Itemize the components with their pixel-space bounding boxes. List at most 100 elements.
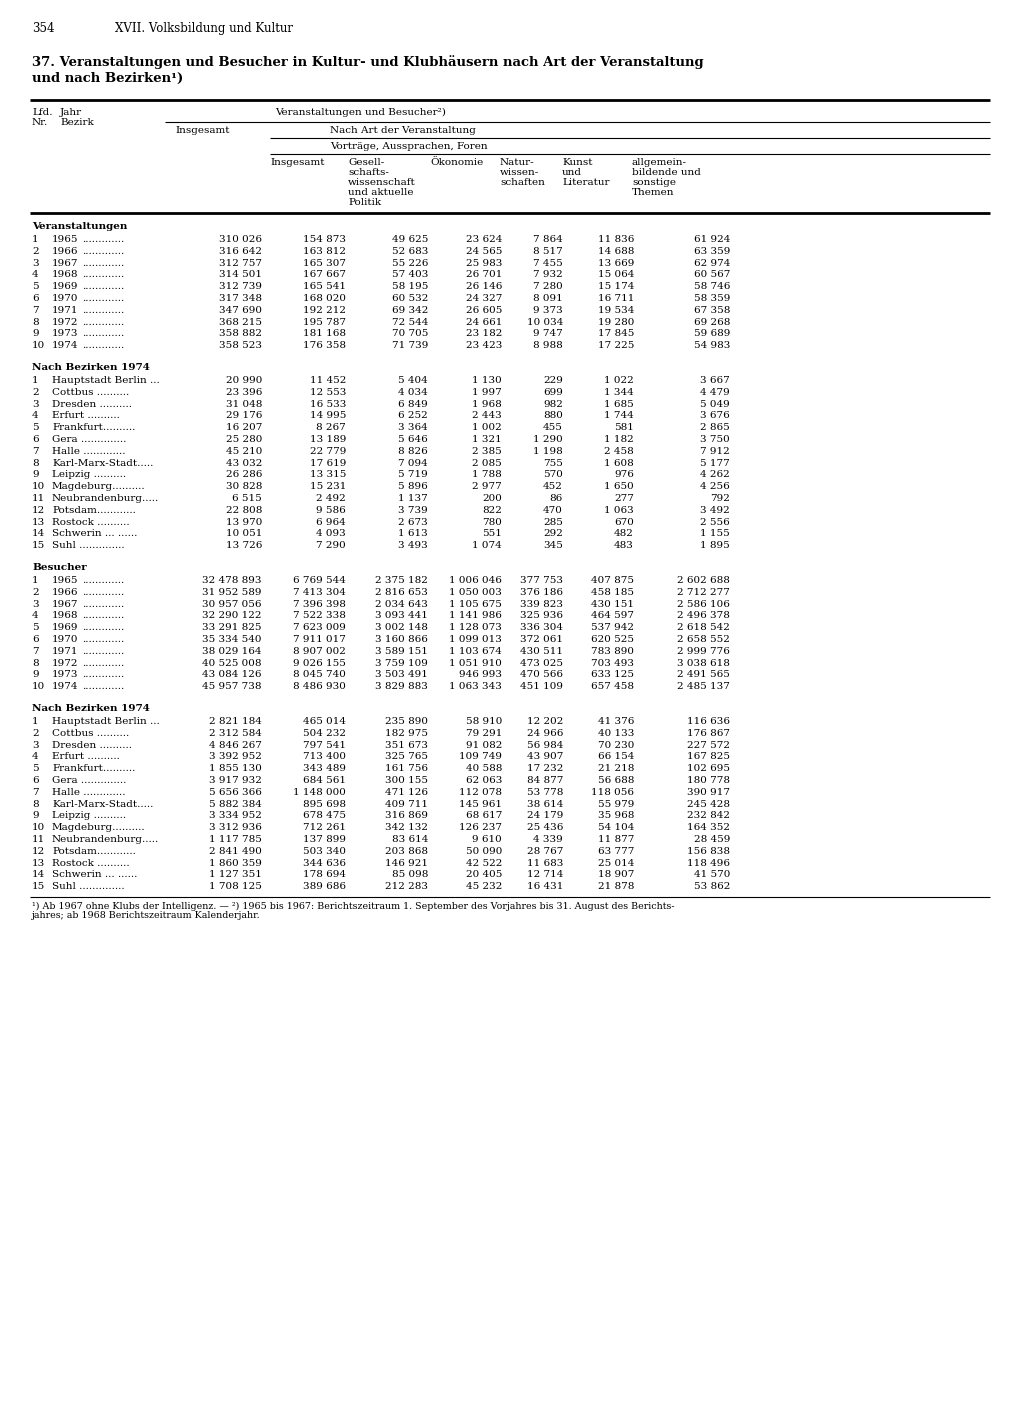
Text: 9: 9: [32, 329, 39, 338]
Text: 1967: 1967: [52, 259, 79, 267]
Text: Bezirk: Bezirk: [60, 119, 94, 127]
Text: allgemein-: allgemein-: [632, 158, 687, 167]
Text: 6 964: 6 964: [316, 517, 346, 527]
Text: Neubrandenburg.....: Neubrandenburg.....: [52, 495, 160, 503]
Text: 57 403: 57 403: [391, 270, 428, 280]
Text: 470: 470: [543, 506, 563, 514]
Text: 4: 4: [32, 752, 39, 762]
Text: 235 890: 235 890: [385, 716, 428, 726]
Text: 455: 455: [543, 424, 563, 432]
Text: 33 291 825: 33 291 825: [203, 623, 262, 632]
Text: 377 753: 377 753: [520, 577, 563, 585]
Text: 161 756: 161 756: [385, 764, 428, 773]
Text: 317 348: 317 348: [219, 294, 262, 302]
Text: 1: 1: [32, 235, 39, 244]
Text: 24 179: 24 179: [526, 811, 563, 821]
Text: 146 921: 146 921: [385, 859, 428, 868]
Text: 6: 6: [32, 435, 39, 444]
Text: 54 104: 54 104: [598, 824, 634, 832]
Text: Veranstaltungen und Besucher²): Veranstaltungen und Besucher²): [275, 107, 445, 117]
Text: 465 014: 465 014: [303, 716, 346, 726]
Text: 316 869: 316 869: [385, 811, 428, 821]
Text: 471 126: 471 126: [385, 788, 428, 797]
Text: 1971: 1971: [52, 647, 79, 656]
Text: 670: 670: [614, 517, 634, 527]
Text: Magdeburg..........: Magdeburg..........: [52, 482, 145, 492]
Text: 755: 755: [543, 459, 563, 468]
Text: 13 189: 13 189: [309, 435, 346, 444]
Text: 55 226: 55 226: [391, 259, 428, 267]
Text: 4 034: 4 034: [398, 387, 428, 397]
Text: 91 082: 91 082: [466, 740, 502, 750]
Text: 3 493: 3 493: [398, 541, 428, 550]
Text: .............: .............: [82, 305, 124, 315]
Text: 300 155: 300 155: [385, 776, 428, 786]
Text: 25 280: 25 280: [225, 435, 262, 444]
Text: .............: .............: [82, 682, 124, 691]
Text: 1 895: 1 895: [700, 541, 730, 550]
Text: 21 218: 21 218: [598, 764, 634, 773]
Text: 3: 3: [32, 740, 39, 750]
Text: 3 829 883: 3 829 883: [375, 682, 428, 691]
Text: .............: .............: [82, 658, 124, 667]
Text: 3 002 148: 3 002 148: [375, 623, 428, 632]
Text: 316 642: 316 642: [219, 247, 262, 256]
Text: 2 485 137: 2 485 137: [677, 682, 730, 691]
Text: 56 984: 56 984: [526, 740, 563, 750]
Text: 7: 7: [32, 788, 39, 797]
Text: 25 983: 25 983: [466, 259, 502, 267]
Text: 1972: 1972: [52, 318, 79, 326]
Text: 339 823: 339 823: [520, 599, 563, 609]
Text: 14 688: 14 688: [598, 247, 634, 256]
Text: 58 195: 58 195: [391, 283, 428, 291]
Text: 69 342: 69 342: [391, 305, 428, 315]
Text: 1967: 1967: [52, 599, 79, 609]
Text: 633 125: 633 125: [591, 670, 634, 680]
Text: 17 225: 17 225: [598, 341, 634, 350]
Text: 11 877: 11 877: [598, 835, 634, 844]
Text: 13: 13: [32, 859, 45, 868]
Text: 60 567: 60 567: [693, 270, 730, 280]
Text: 1968: 1968: [52, 612, 79, 620]
Text: 176 867: 176 867: [687, 729, 730, 738]
Text: 24 966: 24 966: [526, 729, 563, 738]
Text: 2 312 584: 2 312 584: [209, 729, 262, 738]
Text: 3 364: 3 364: [398, 424, 428, 432]
Text: 2 034 643: 2 034 643: [375, 599, 428, 609]
Text: 156 838: 156 838: [687, 846, 730, 856]
Text: 2 816 653: 2 816 653: [375, 588, 428, 596]
Text: 792: 792: [710, 495, 730, 503]
Text: 5 719: 5 719: [398, 471, 428, 479]
Text: 5 646: 5 646: [398, 435, 428, 444]
Text: Besucher: Besucher: [32, 562, 87, 572]
Text: Dresden ..........: Dresden ..........: [52, 740, 132, 750]
Text: 5 049: 5 049: [700, 400, 730, 408]
Text: Schwerin ... ......: Schwerin ... ......: [52, 870, 137, 879]
Text: 4 262: 4 262: [700, 471, 730, 479]
Text: 4 093: 4 093: [316, 530, 346, 538]
Text: 712 261: 712 261: [303, 824, 346, 832]
Text: 3 093 441: 3 093 441: [375, 612, 428, 620]
Text: 10 051: 10 051: [225, 530, 262, 538]
Text: 232 842: 232 842: [687, 811, 730, 821]
Text: 1 613: 1 613: [398, 530, 428, 538]
Text: 112 078: 112 078: [459, 788, 502, 797]
Text: 451 109: 451 109: [520, 682, 563, 691]
Text: 312 739: 312 739: [219, 283, 262, 291]
Text: 16 533: 16 533: [309, 400, 346, 408]
Text: 2 821 184: 2 821 184: [209, 716, 262, 726]
Text: 15 231: 15 231: [309, 482, 346, 492]
Text: Nach Art der Veranstaltung: Nach Art der Veranstaltung: [330, 126, 476, 136]
Text: Suhl ..............: Suhl ..............: [52, 882, 125, 892]
Text: 62 063: 62 063: [466, 776, 502, 786]
Text: 2 492: 2 492: [316, 495, 346, 503]
Text: 4: 4: [32, 411, 39, 421]
Text: 165 541: 165 541: [303, 283, 346, 291]
Text: 14 995: 14 995: [309, 411, 346, 421]
Text: 8 486 930: 8 486 930: [293, 682, 346, 691]
Text: 8 907 002: 8 907 002: [293, 647, 346, 656]
Text: 20 990: 20 990: [225, 376, 262, 384]
Text: 1974: 1974: [52, 341, 79, 350]
Text: 13 726: 13 726: [225, 541, 262, 550]
Text: 7 864: 7 864: [534, 235, 563, 244]
